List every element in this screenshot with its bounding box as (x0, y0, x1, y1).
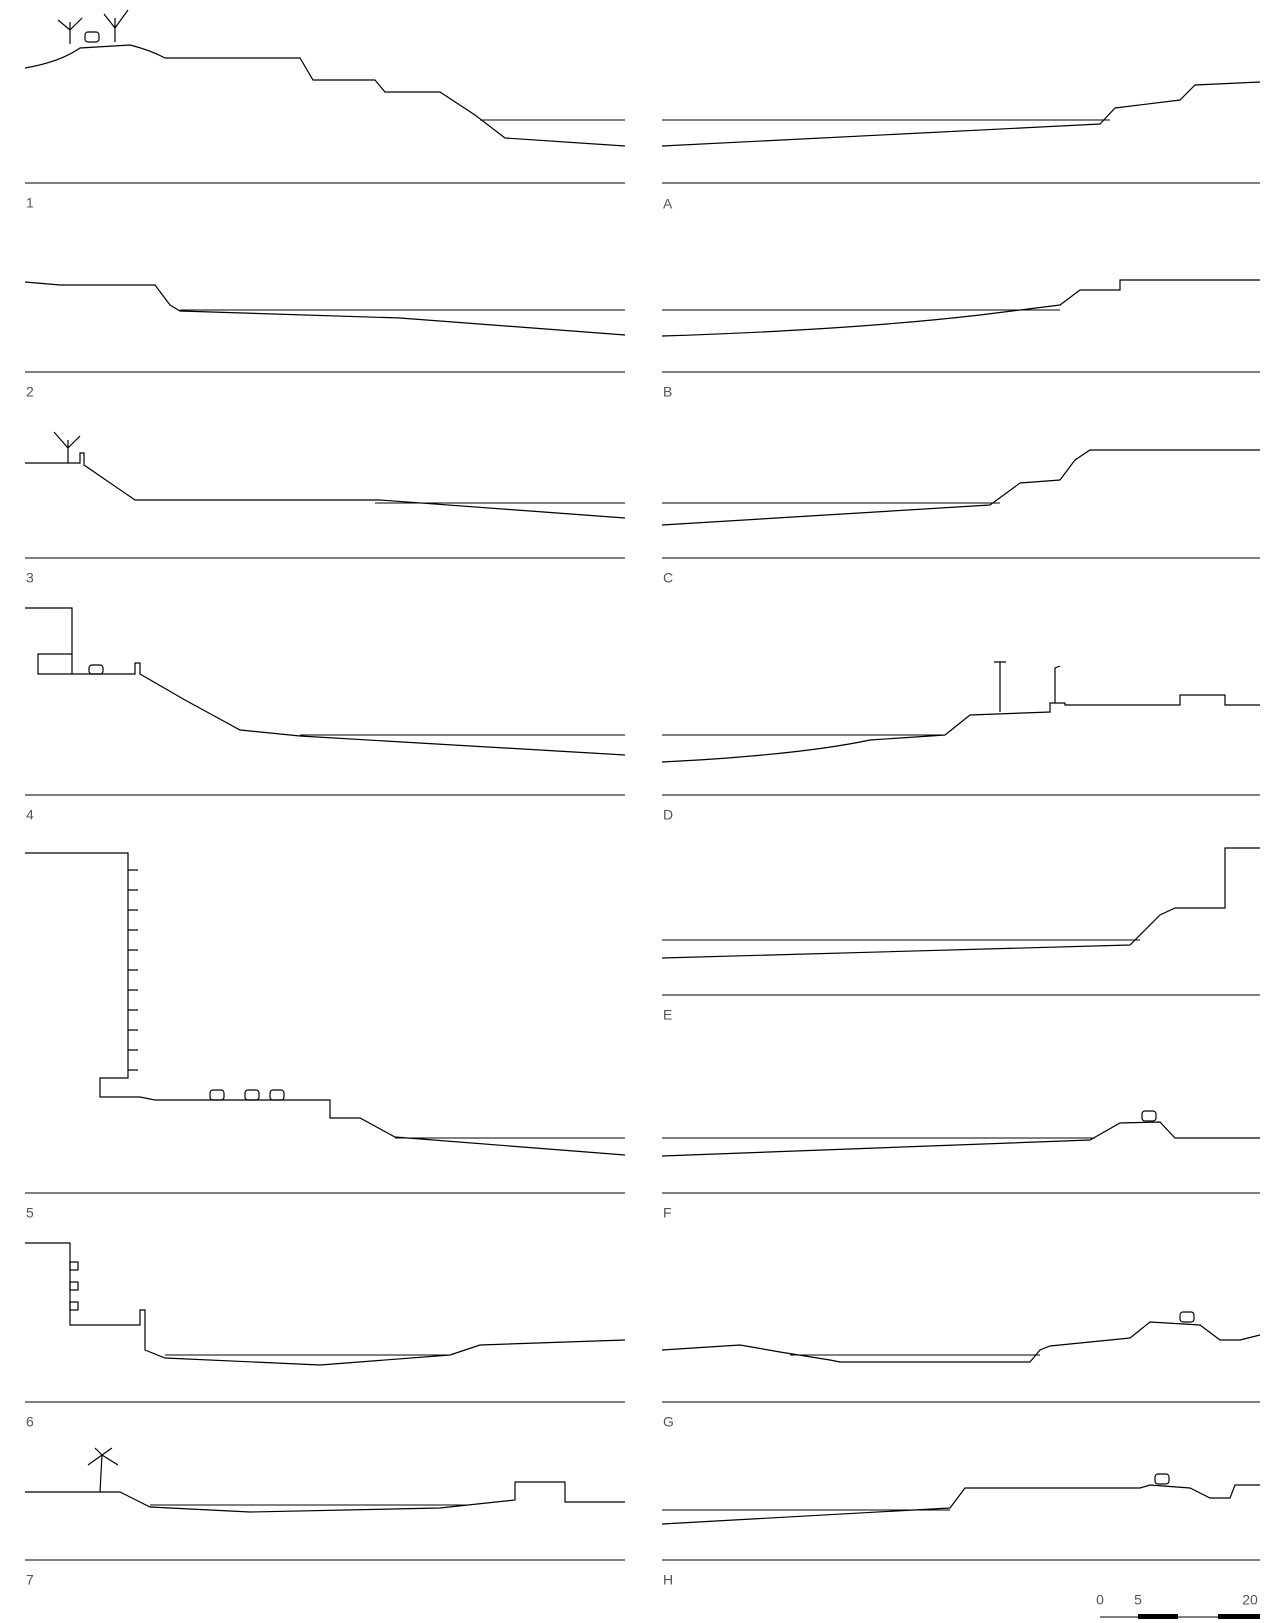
section-c (661, 449, 1260, 559)
section-label: D (663, 807, 673, 823)
scale-bar: 0 5 20 (1096, 1592, 1260, 1619)
section-6 (25, 1242, 626, 1403)
section-label: G (663, 1414, 674, 1430)
section-3 (25, 431, 626, 559)
section-label: 7 (26, 1572, 34, 1588)
section-2 (24, 281, 626, 373)
section-h (661, 1473, 1260, 1561)
section-d (661, 661, 1260, 796)
section-label: F (663, 1205, 672, 1221)
section-label: 6 (26, 1414, 34, 1430)
section-label: 4 (26, 807, 34, 823)
section-b (661, 279, 1260, 373)
section-4 (25, 607, 626, 796)
scale-label: 0 (1096, 1592, 1104, 1608)
section-7 (25, 1447, 625, 1561)
section-label: E (663, 1007, 672, 1023)
section-a (661, 81, 1261, 184)
scale-label: 20 (1242, 1592, 1258, 1608)
section-label: H (663, 1572, 673, 1588)
section-label: A (663, 196, 673, 212)
section-label: B (663, 384, 672, 400)
scale-label: 5 (1134, 1592, 1142, 1608)
section-f (661, 1110, 1260, 1194)
section-5 (25, 852, 626, 1194)
section-1 (24, 9, 626, 184)
section-e (661, 847, 1260, 996)
section-label: 5 (26, 1205, 34, 1221)
section-label: 3 (26, 570, 34, 586)
section-g (661, 1311, 1261, 1403)
section-label: 2 (26, 384, 34, 400)
section-label: C (663, 570, 673, 586)
section-label: 1 (26, 195, 34, 211)
